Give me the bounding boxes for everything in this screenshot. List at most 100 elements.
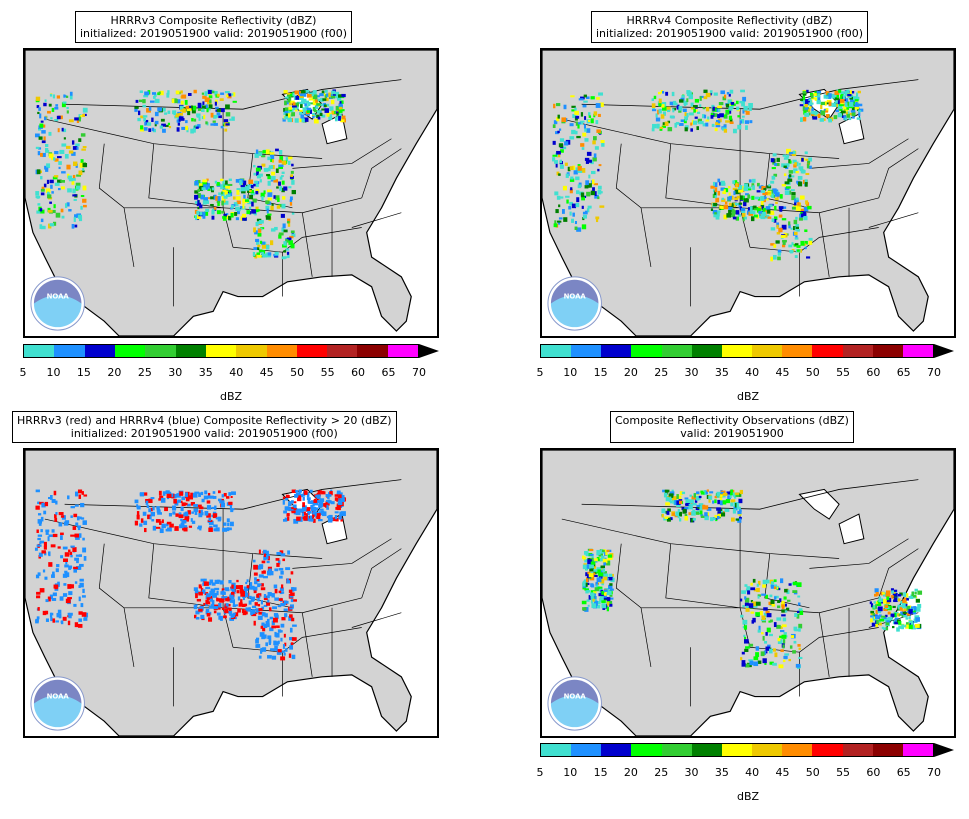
state-border — [361, 148, 402, 199]
reflectivity-echo — [335, 517, 339, 522]
reflectivity-echo — [194, 190, 199, 194]
reflectivity-echo — [180, 90, 183, 94]
reflectivity-echo — [759, 610, 763, 616]
reflectivity-echo — [213, 194, 217, 200]
reflectivity-echo — [231, 93, 234, 96]
reflectivity-echo — [773, 579, 777, 583]
reflectivity-echo — [288, 653, 292, 658]
reflectivity-echo — [591, 179, 595, 185]
reflectivity-echo — [781, 183, 786, 187]
reflectivity-echo — [875, 615, 880, 619]
reflectivity-echo — [240, 215, 244, 221]
reflectivity-echo — [849, 90, 855, 94]
reflectivity-echo — [212, 120, 216, 123]
reflectivity-echo — [665, 502, 670, 506]
colorbar-segment — [601, 345, 632, 357]
reflectivity-echo — [669, 115, 675, 119]
colorbar-tick-label: 60 — [866, 766, 881, 779]
reflectivity-echo — [280, 570, 284, 575]
reflectivity-echo — [198, 591, 203, 596]
reflectivity-echo — [285, 248, 290, 251]
reflectivity-echo — [594, 574, 598, 577]
reflectivity-echo — [327, 494, 332, 497]
reflectivity-echo — [177, 499, 182, 503]
reflectivity-echo — [282, 558, 286, 562]
map-svg: NOAA — [25, 450, 437, 736]
reflectivity-echo — [289, 627, 293, 633]
reflectivity-echo — [211, 187, 215, 191]
reflectivity-echo — [577, 164, 581, 168]
reflectivity-echo — [303, 513, 308, 516]
reflectivity-echo — [587, 604, 590, 607]
reflectivity-echo — [213, 524, 218, 528]
reflectivity-echo — [248, 595, 252, 599]
reflectivity-echo — [340, 518, 343, 522]
reflectivity-echo — [781, 218, 787, 221]
reflectivity-echo — [37, 513, 42, 516]
reflectivity-echo — [576, 227, 582, 232]
reflectivity-echo — [207, 492, 211, 497]
noaa-logo-sea — [550, 295, 599, 328]
reflectivity-echo — [773, 244, 777, 248]
reflectivity-echo — [237, 596, 241, 601]
reflectivity-echo — [891, 625, 895, 629]
reflectivity-echo — [575, 121, 578, 126]
reflectivity-echo — [302, 507, 307, 512]
reflectivity-echo — [230, 508, 234, 513]
reflectivity-echo — [190, 518, 193, 522]
reflectivity-echo — [609, 588, 614, 591]
reflectivity-echo — [226, 518, 230, 523]
reflectivity-echo — [897, 598, 901, 602]
reflectivity-echo — [853, 101, 857, 106]
reflectivity-echo — [64, 153, 69, 159]
state-border — [301, 212, 313, 277]
reflectivity-echo — [741, 101, 745, 107]
reflectivity-echo — [908, 620, 914, 624]
reflectivity-echo — [292, 92, 295, 97]
reflectivity-echo — [277, 649, 282, 653]
reflectivity-echo — [874, 588, 879, 593]
reflectivity-echo — [35, 574, 40, 579]
reflectivity-echo — [42, 610, 47, 616]
reflectivity-echo — [257, 233, 262, 237]
map-svg: NOAA — [25, 50, 437, 336]
reflectivity-echo — [64, 520, 70, 524]
reflectivity-echo — [325, 501, 330, 506]
reflectivity-echo — [230, 614, 234, 618]
reflectivity-echo — [310, 102, 315, 105]
reflectivity-echo — [56, 564, 60, 568]
reflectivity-echo — [329, 500, 332, 504]
reflectivity-echo — [560, 149, 564, 153]
reflectivity-echo — [678, 495, 682, 500]
reflectivity-echo — [569, 201, 573, 206]
reflectivity-echo — [329, 114, 332, 118]
reflectivity-echo — [220, 178, 224, 182]
colorbar-tick-label: 5 — [536, 366, 544, 379]
reflectivity-echo — [145, 500, 149, 505]
reflectivity-echo — [274, 226, 278, 231]
reflectivity-echo — [299, 118, 302, 123]
reflectivity-echo — [221, 599, 225, 602]
reflectivity-echo — [37, 111, 40, 115]
reflectivity-echo — [735, 100, 739, 105]
reflectivity-echo — [236, 585, 241, 590]
reflectivity-echo — [736, 502, 740, 508]
reflectivity-echo — [229, 191, 233, 197]
reflectivity-echo — [825, 102, 829, 105]
reflectivity-echo — [728, 209, 732, 215]
reflectivity-echo — [730, 493, 734, 496]
reflectivity-echo — [603, 576, 608, 581]
reflectivity-echo — [584, 116, 587, 120]
reflectivity-echo — [719, 205, 723, 209]
reflectivity-echo — [203, 114, 206, 120]
reflectivity-echo — [272, 159, 275, 163]
reflectivity-echo — [287, 550, 291, 555]
reflectivity-echo — [193, 605, 198, 610]
reflectivity-echo — [276, 625, 280, 628]
reflectivity-echo — [724, 116, 728, 119]
reflectivity-echo — [715, 108, 719, 112]
reflectivity-echo — [214, 587, 220, 591]
reflectivity-echo — [778, 206, 784, 210]
reflectivity-echo — [286, 237, 291, 241]
reflectivity-echo — [76, 146, 79, 150]
